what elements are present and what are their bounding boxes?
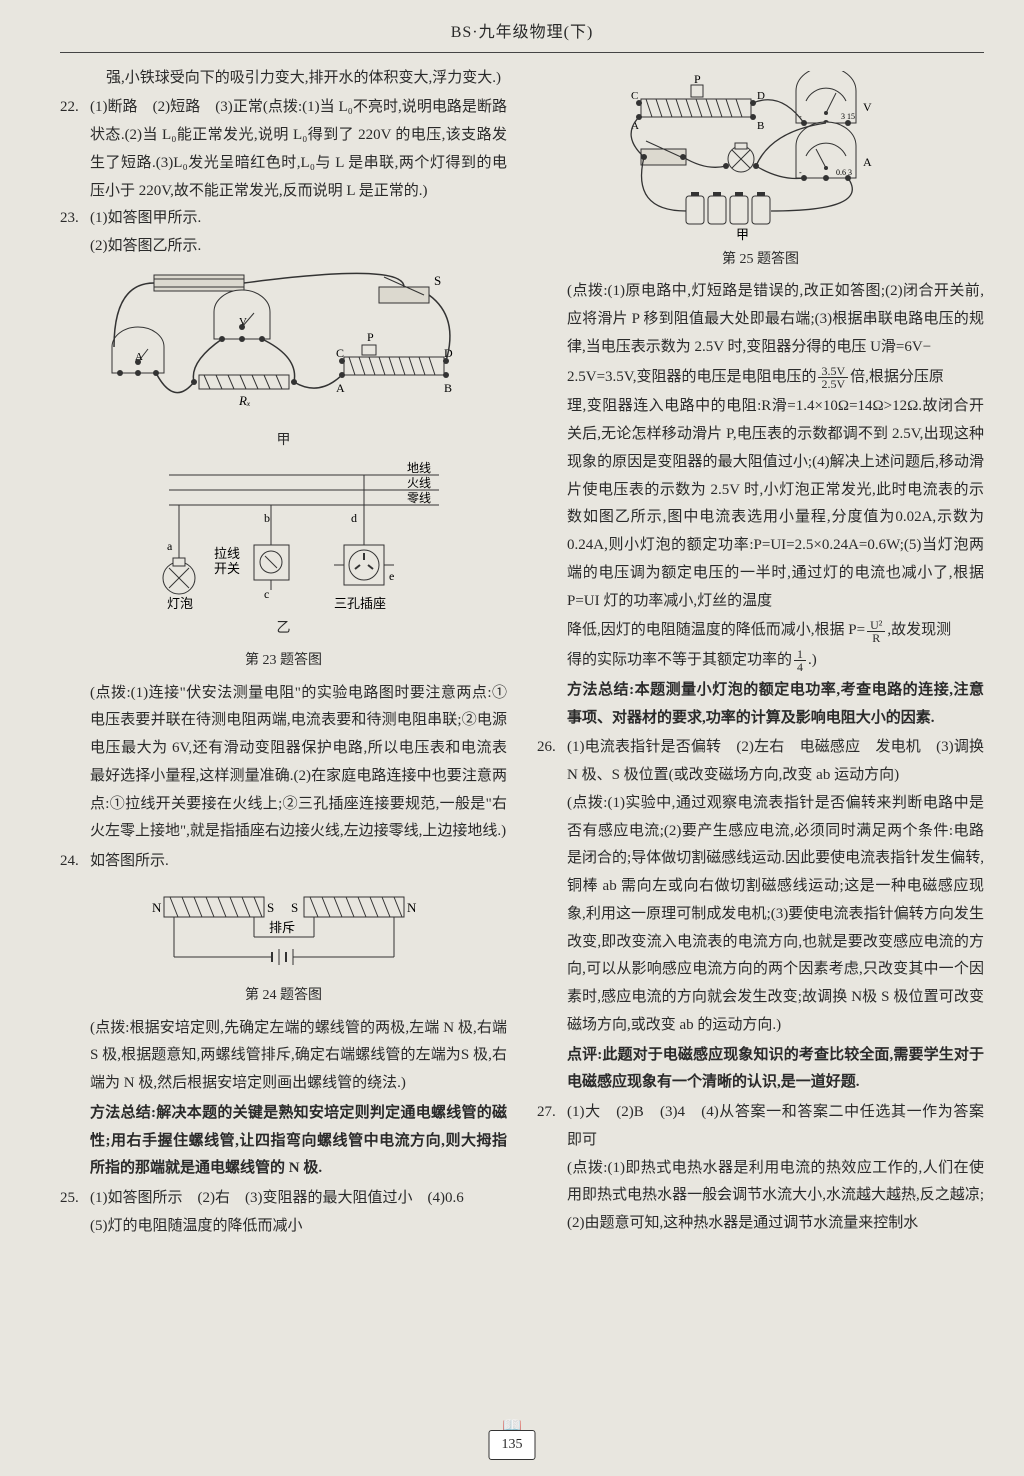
q26-note: (点拨:(1)实验中,通过观察电流表指针是否偏转来判断电路中是否有感应电流;(2… xyxy=(537,790,984,1040)
svg-text:b: b xyxy=(264,511,270,525)
q25: 25. (1)如答图所示 (2)右 (3)变阻器的最大阻值过小 (4)0.6 xyxy=(60,1185,507,1213)
q25-head: (1)如答图所示 (2)右 (3)变阻器的最大阻值过小 (4)0.6 xyxy=(90,1185,507,1213)
svg-text:A: A xyxy=(135,351,143,363)
svg-text:S: S xyxy=(434,273,441,288)
svg-text:三孔插座: 三孔插座 xyxy=(334,596,386,610)
q25-note-a: (点拨:(1)原电路中,灯短路是错误的,改正如答图;(2)闭合开关前,应将滑片 … xyxy=(537,278,984,361)
q25-note-e: 得的实际功率不等于其额定功率的14.) xyxy=(537,647,984,675)
q26: 26. (1)电流表指针是否偏转 (2)左右 电磁感应 发电机 (3)调换 N … xyxy=(537,734,984,790)
fig23-jia-label: 甲 xyxy=(60,428,507,454)
q23: 23. (1)如答图甲所示. xyxy=(60,205,507,233)
q25-note-d: 降低,因灯的电阻随温度的降低而减小,根据 P=U²R,故发现测 xyxy=(537,617,984,645)
q23-2: (2)如答图乙所示. xyxy=(60,233,507,261)
svg-text:P: P xyxy=(367,330,374,344)
svg-text:V: V xyxy=(239,316,247,328)
q27-label: 27. xyxy=(537,1099,567,1155)
right-column: P C D A B - 3 15 V xyxy=(537,65,984,1243)
figure-25: P C D A B - 3 15 V xyxy=(537,71,984,241)
q27-head: (1)大 (2)B (3)4 (4)从答案一和答案二中任选其一作为答案即可 xyxy=(567,1099,984,1155)
svg-text:拉线: 拉线 xyxy=(214,546,240,561)
svg-text:N: N xyxy=(407,900,417,915)
q22: 22. (1)断路 (2)短路 (3)正常(点拨:(1)当 L₀不亮时,说明电路… xyxy=(60,94,507,205)
q25-line2: (5)灯的电阻随温度的降低而减小 xyxy=(60,1213,507,1241)
main-columns: 强,小铁球受向下的吸引力变大,排开水的体积变大,浮力变大.) 22. (1)断路… xyxy=(60,65,984,1243)
fig23-yi-label: 乙 xyxy=(60,616,507,642)
svg-text:-: - xyxy=(799,168,802,177)
q24-note: (点拨:根据安培定则,先确定左端的螺线管的两极,左端 N 极,右端 S 极,根据… xyxy=(60,1015,507,1098)
svg-text:A: A xyxy=(863,155,872,169)
fig25-caption: 第 25 题答图 xyxy=(537,247,984,273)
svg-text:3 15: 3 15 xyxy=(841,112,855,121)
q24-label: 24. xyxy=(60,848,90,876)
q23-1: (1)如答图甲所示. xyxy=(90,205,507,233)
svg-text:S: S xyxy=(267,900,274,915)
svg-text:排斥: 排斥 xyxy=(269,920,295,935)
svg-text:V: V xyxy=(863,100,872,114)
svg-text:火线: 火线 xyxy=(407,476,431,490)
q24: 24. 如答图所示. xyxy=(60,848,507,876)
svg-text:C: C xyxy=(631,90,638,102)
svg-text:甲: 甲 xyxy=(736,227,749,241)
q23-label: 23. xyxy=(60,205,90,233)
svg-text:C: C xyxy=(336,346,344,360)
svg-text:Rₓ: Rₓ xyxy=(238,393,251,408)
svg-text:a: a xyxy=(167,539,173,553)
q27: 27. (1)大 (2)B (3)4 (4)从答案一和答案二中任选其一作为答案即… xyxy=(537,1099,984,1155)
q25-method: 方法总结:本题测量小灯泡的额定电功率,考查电路的连接,注意事项、对器材的要求,功… xyxy=(537,677,984,733)
svg-text:灯泡: 灯泡 xyxy=(167,596,193,610)
q24-method: 方法总结:解决本题的关键是熟知安培定则判定通电螺线管的磁性;用右手握住螺线管,让… xyxy=(60,1100,507,1183)
page-number: 135 xyxy=(489,1430,536,1460)
svg-text:B: B xyxy=(757,120,764,132)
svg-text:S: S xyxy=(291,900,298,915)
svg-text:B: B xyxy=(444,381,452,395)
figure-23-yi: 地线 火线 零线 a 灯泡 b c 拉线 xyxy=(60,460,507,610)
left-column: 强,小铁球受向下的吸引力变大,排开水的体积变大,浮力变大.) 22. (1)断路… xyxy=(60,65,507,1243)
figure-23-jia: S V A xyxy=(60,267,507,422)
svg-text:零线: 零线 xyxy=(407,491,431,505)
q21-tail: 强,小铁球受向下的吸引力变大,排开水的体积变大,浮力变大.) xyxy=(60,65,507,93)
q23-note: (点拨:(1)连接"伏安法测量电阻"的实验电路图时要注意两点:①电压表要并联在待… xyxy=(60,680,507,847)
svg-text:开关: 开关 xyxy=(214,561,240,576)
q22-label: 22. xyxy=(60,94,90,205)
q26-label: 26. xyxy=(537,734,567,790)
q26-comment: 点评:此题对于电磁感应现象知识的考查比较全面,需要学生对于电磁感应现象有一个清晰… xyxy=(537,1042,984,1098)
q25-note-c: 理,变阻器连入电路中的电阻:R滑=1.4×10Ω=14Ω>12Ω.故闭合开关后,… xyxy=(537,393,984,615)
svg-text:e: e xyxy=(389,569,394,583)
q25-note-b: 2.5V=3.5V,变阻器的电压是电阻电压的3.5V2.5V倍,根据分压原 xyxy=(537,364,984,392)
fig24-caption: 第 24 题答图 xyxy=(60,983,507,1009)
page-header: BS·九年级物理(下) xyxy=(60,18,984,53)
q26-head: (1)电流表指针是否偏转 (2)左右 电磁感应 发电机 (3)调换 N 极、S … xyxy=(567,734,984,790)
svg-text:P: P xyxy=(694,72,701,86)
svg-text:c: c xyxy=(264,587,269,601)
svg-text:d: d xyxy=(351,511,357,525)
figure-24: N S S N 排斥 xyxy=(60,882,507,977)
svg-text:N: N xyxy=(152,900,162,915)
svg-text:A: A xyxy=(336,381,345,395)
q22-content: (1)断路 (2)短路 (3)正常(点拨:(1)当 L₀不亮时,说明电路是断路状… xyxy=(90,94,507,205)
q27-note: (点拨:(1)即热式电热水器是利用电流的热效应工作的,人们在使用即热式电热水器一… xyxy=(537,1155,984,1238)
svg-text:地线: 地线 xyxy=(407,461,431,475)
fig23-caption: 第 23 题答图 xyxy=(60,648,507,674)
q25-label: 25. xyxy=(60,1185,90,1213)
q24-head: 如答图所示. xyxy=(90,848,507,876)
